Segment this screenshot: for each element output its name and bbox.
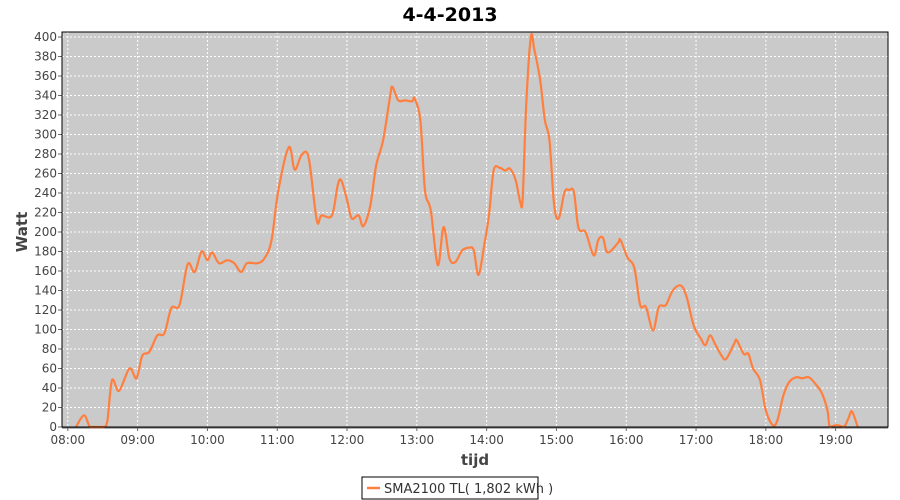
x-tick-label: 14:00 <box>469 433 504 447</box>
y-tick-label: 280 <box>34 147 57 161</box>
y-tick-label: 400 <box>34 30 57 44</box>
y-tick-label: 0 <box>49 420 57 434</box>
x-tick-label: 08:00 <box>51 433 86 447</box>
y-tick-label: 100 <box>34 323 57 337</box>
y-tick-label: 380 <box>34 50 57 64</box>
y-tick-label: 120 <box>34 303 57 317</box>
y-tick-label: 40 <box>42 381 57 395</box>
y-tick-label: 260 <box>34 167 57 181</box>
x-axis: 08:00 09:00 10:00 11:00 12:00 13:00 14:00 15:00… <box>51 427 888 447</box>
y-tick-label: 140 <box>34 284 57 298</box>
chart-title: 4-4-2013 <box>402 4 497 26</box>
x-tick-label: 16:00 <box>609 433 644 447</box>
series-line <box>75 32 859 429</box>
y-tick-label: 300 <box>34 128 57 142</box>
y-tick-label: 180 <box>34 245 57 259</box>
plot-border <box>61 31 889 428</box>
x-tick-label: 19:00 <box>818 433 853 447</box>
y-tick-label: 60 <box>42 362 57 376</box>
plot-area <box>62 32 888 427</box>
y-axis: 0 20 40 60 80 100 120 140 160 180 200 220 240 260 280 3… <box>34 30 62 434</box>
legend-label: SMA2100 TL( 1,802 kWh ) <box>384 482 553 497</box>
grid <box>62 32 888 428</box>
x-tick-label: 12:00 <box>330 433 365 447</box>
legend: SMA2100 TL( 1,802 kWh ) <box>361 476 553 500</box>
y-tick-label: 320 <box>34 108 57 122</box>
y-tick-label: 160 <box>34 264 57 278</box>
x-tick-label: 18:00 <box>749 433 784 447</box>
x-tick-label: 13:00 <box>400 433 435 447</box>
x-tick-label: 10:00 <box>190 433 225 447</box>
y-tick-label: 220 <box>34 206 57 220</box>
x-axis-label: tijd <box>461 451 489 469</box>
x-tick-label: 11:00 <box>260 433 295 447</box>
y-tick-label: 340 <box>34 89 57 103</box>
x-tick-label: 17:00 <box>679 433 714 447</box>
y-tick-label: 20 <box>42 401 57 415</box>
y-axis-label: Watt <box>13 212 31 252</box>
y-tick-label: 240 <box>34 186 57 200</box>
x-tick-label: 15:00 <box>539 433 574 447</box>
y-tick-label: 200 <box>34 225 57 239</box>
y-tick-label: 80 <box>42 342 57 356</box>
y-tick-label: 360 <box>34 69 57 83</box>
x-tick-label: 09:00 <box>120 433 155 447</box>
